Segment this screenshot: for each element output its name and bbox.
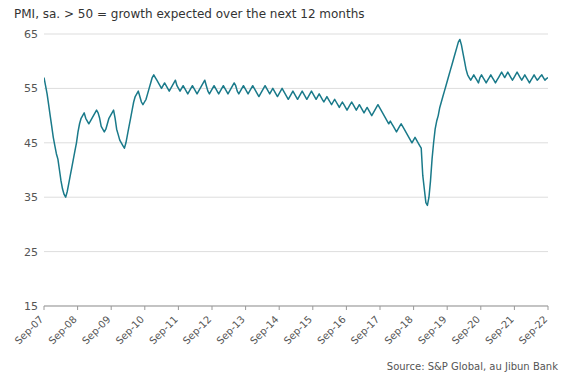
y-tick-label: 35 [24, 191, 38, 204]
y-tick-label: 25 [24, 246, 38, 259]
x-tick-label: Sep-22 [517, 314, 550, 347]
x-tick [279, 306, 280, 310]
x-tick-label: Sep-07 [13, 314, 46, 347]
y-tick-label: 65 [24, 28, 38, 41]
x-tick-label: Sep-21 [483, 314, 516, 347]
x-tick-label: Sep-17 [349, 314, 382, 347]
y-tick-label: 45 [24, 137, 38, 150]
chart-container: 152535455565Sep-07Sep-08Sep-09Sep-10Sep-… [0, 0, 566, 378]
x-tick-label: Sep-20 [450, 314, 483, 347]
x-tick [111, 306, 112, 310]
plot-area [44, 39, 548, 205]
grid-line [44, 306, 548, 307]
x-tick [548, 306, 549, 310]
x-tick [178, 306, 179, 310]
data-line [44, 39, 548, 205]
x-tick-label: Sep-15 [282, 314, 315, 347]
source-note: Source: S&P Global, au Jibun Bank [387, 361, 558, 372]
grid-line [44, 88, 548, 89]
x-tick [212, 306, 213, 310]
grid-line [44, 251, 548, 252]
chart: 152535455565Sep-07Sep-08Sep-09Sep-10Sep-… [0, 0, 566, 378]
grid-line [44, 142, 548, 143]
x-tick-label: Sep-12 [181, 314, 214, 347]
x-tick-label: Sep-18 [382, 314, 415, 347]
x-tick [380, 306, 381, 310]
title: PMI, sa. > 50 = growth expected over the… [14, 7, 365, 21]
x-axis-line [44, 306, 548, 307]
x-tick-label: Sep-14 [248, 314, 281, 347]
x-tick-label: Sep-16 [315, 314, 348, 347]
x-tick [144, 306, 145, 310]
x-axis: Sep-07Sep-08Sep-09Sep-10Sep-11Sep-12Sep-… [13, 306, 550, 346]
x-tick-label: Sep-09 [80, 314, 113, 347]
y-axis: 15 25 35 45 55 65 [24, 28, 548, 313]
x-tick-label: Sep-08 [46, 314, 79, 347]
y-tick-label: 55 [24, 82, 38, 95]
x-tick [346, 306, 347, 310]
x-tick-label: Sep-11 [147, 314, 180, 347]
y-tick-label: 15 [24, 300, 38, 313]
x-tick [77, 306, 78, 310]
x-tick [514, 306, 515, 310]
x-tick [447, 306, 448, 310]
x-tick [413, 306, 414, 310]
x-tick-label: Sep-13 [214, 314, 247, 347]
x-tick [44, 306, 45, 310]
grid-line [44, 34, 548, 35]
x-tick [245, 306, 246, 310]
grid-line [44, 197, 548, 198]
x-tick [312, 306, 313, 310]
x-tick-label: Sep-10 [114, 314, 147, 347]
x-tick [480, 306, 481, 310]
x-tick-label: Sep-19 [416, 314, 449, 347]
